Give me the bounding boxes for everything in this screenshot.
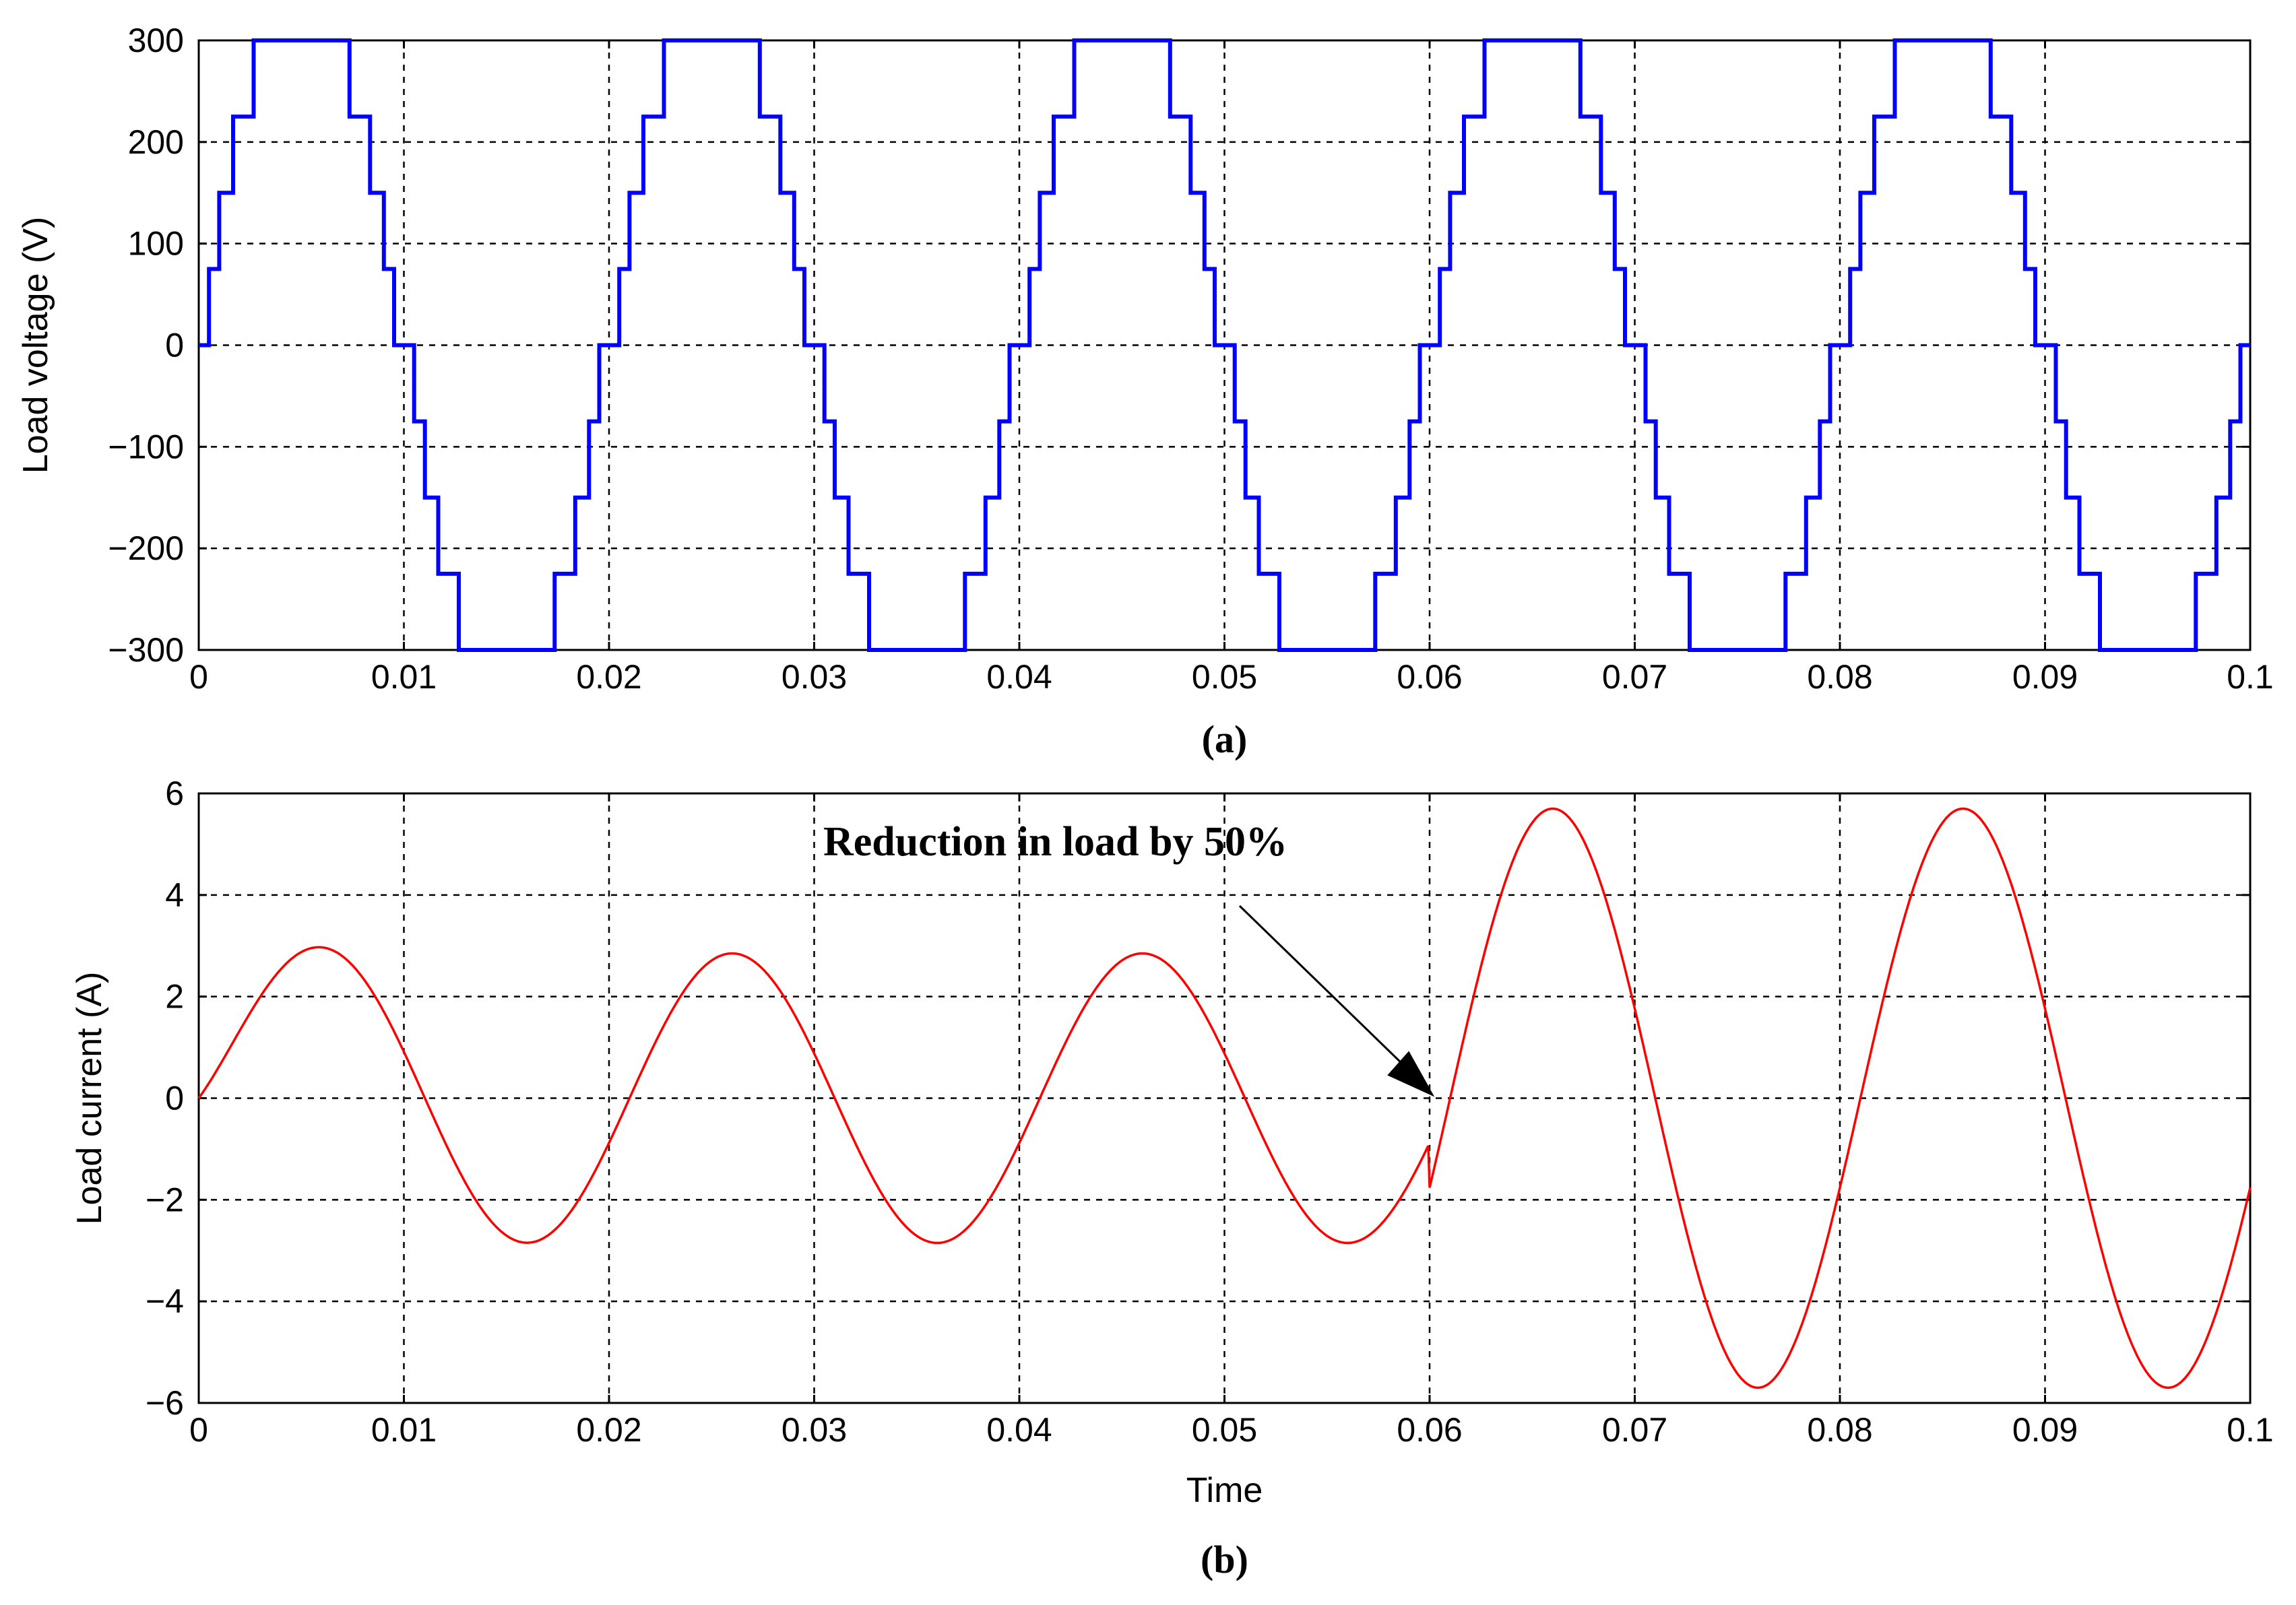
voltage-chart: 0 0.01 0.02 0.03 0.04 0.05 0.06 0.07 0.08 0.09 0.1… — [16, 22, 2274, 761]
y-tick-label: 2 — [165, 978, 184, 1016]
y-tick-label: 200 — [128, 123, 184, 161]
voltage-series-line — [199, 38, 2250, 652]
annotation-arrow-head — [1387, 1051, 1435, 1097]
x-tick-label: 0.06 — [1397, 1411, 1462, 1449]
y-tick-label: 4 — [165, 876, 184, 914]
x-tick-label: 0.06 — [1397, 658, 1462, 696]
x-tick-label: 0.01 — [371, 658, 437, 696]
y-axis-label: Load current (A) — [70, 972, 109, 1225]
y-tick-label: 300 — [128, 22, 184, 59]
x-tick-label: 0.04 — [986, 1411, 1052, 1449]
x-tick-label: 0.09 — [2012, 658, 2078, 696]
y-tick-label: −200 — [108, 529, 184, 567]
annotation-arrow-line — [1238, 905, 1422, 1083]
x-tick-label: 0 — [189, 1411, 208, 1449]
x-tick-label: 0.03 — [782, 658, 847, 696]
x-tick-label: 0.08 — [1807, 658, 1872, 696]
y-tick-label: −6 — [146, 1384, 184, 1422]
current-chart: 0 0.01 0.02 0.03 0.04 0.05 0.06 0.07 0.08 0.09 0.1… — [70, 775, 2274, 1581]
x-tick-label: 0.08 — [1807, 1411, 1872, 1449]
x-tick-label: 0.02 — [576, 1411, 641, 1449]
x-tick-label: 0.01 — [371, 1411, 437, 1449]
y-tick-label: −300 — [108, 631, 184, 669]
y-tick-label: −100 — [108, 428, 184, 465]
x-tick-label: 0.02 — [576, 658, 641, 696]
x-tick-label: 0.09 — [2012, 1411, 2078, 1449]
x-tick-label: 0.05 — [1192, 1411, 1257, 1449]
x-tick-label: 0.07 — [1602, 658, 1667, 696]
x-tick-label: 0.03 — [782, 1411, 847, 1449]
y-tick-label: 0 — [165, 1080, 184, 1117]
y-tick-label: 6 — [165, 775, 184, 812]
y-tick-label: 0 — [165, 327, 184, 364]
x-axis-label: Time — [1186, 1471, 1263, 1510]
y-tick-label: −2 — [146, 1181, 184, 1218]
x-tick-label: 0.04 — [986, 658, 1052, 696]
panel-label: (b) — [1201, 1538, 1248, 1581]
x-tick-label: 0.07 — [1602, 1411, 1667, 1449]
y-tick-label: 100 — [128, 225, 184, 263]
x-tick-label: 0 — [189, 658, 208, 696]
annotation-text: Reduction in load by 50% — [823, 819, 1287, 865]
panel-label: (a) — [1202, 717, 1248, 761]
x-tick-label: 0.1 — [2227, 658, 2274, 696]
x-tick-label: 0.05 — [1192, 658, 1257, 696]
current-series-line — [197, 807, 2252, 1389]
y-axis-label: Load voltage (V) — [16, 217, 55, 474]
y-tick-label: −4 — [146, 1282, 184, 1320]
x-tick-label: 0.1 — [2227, 1411, 2274, 1449]
